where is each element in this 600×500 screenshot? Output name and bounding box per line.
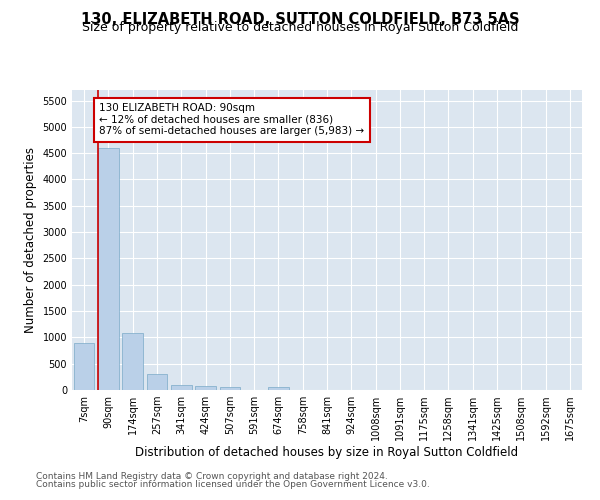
Text: Contains HM Land Registry data © Crown copyright and database right 2024.: Contains HM Land Registry data © Crown c… — [36, 472, 388, 481]
Bar — [122, 334, 143, 390]
Text: Contains public sector information licensed under the Open Government Licence v3: Contains public sector information licen… — [36, 480, 430, 489]
Bar — [268, 388, 289, 390]
Bar — [195, 386, 216, 390]
Bar — [74, 342, 94, 390]
Bar — [146, 374, 167, 390]
Bar — [220, 388, 240, 390]
Bar — [171, 386, 191, 390]
Text: 130 ELIZABETH ROAD: 90sqm
← 12% of detached houses are smaller (836)
87% of semi: 130 ELIZABETH ROAD: 90sqm ← 12% of detac… — [99, 103, 364, 136]
Text: 130, ELIZABETH ROAD, SUTTON COLDFIELD, B73 5AS: 130, ELIZABETH ROAD, SUTTON COLDFIELD, B… — [80, 12, 520, 28]
Bar — [98, 148, 119, 390]
X-axis label: Distribution of detached houses by size in Royal Sutton Coldfield: Distribution of detached houses by size … — [136, 446, 518, 459]
Y-axis label: Number of detached properties: Number of detached properties — [24, 147, 37, 333]
Text: Size of property relative to detached houses in Royal Sutton Coldfield: Size of property relative to detached ho… — [82, 22, 518, 35]
